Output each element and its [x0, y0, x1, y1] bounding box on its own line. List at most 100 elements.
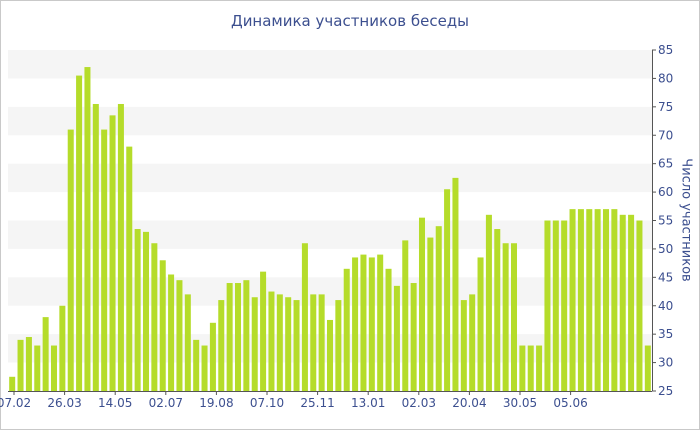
bar: [494, 229, 501, 391]
bar: [134, 229, 141, 391]
bar: [402, 240, 409, 391]
bar: [594, 209, 601, 391]
bar: [343, 268, 350, 391]
y-tick-label: 40: [658, 299, 673, 313]
bar: [234, 283, 242, 391]
bar: [201, 345, 208, 391]
bar: [34, 345, 41, 391]
bar: [184, 294, 191, 391]
y-tick-label: 30: [658, 356, 673, 370]
bar: [84, 67, 91, 392]
chart-title: Динамика участников беседы: [230, 12, 470, 30]
x-tick-label: 02.03: [402, 396, 436, 410]
bar: [92, 103, 99, 392]
bar: [318, 294, 325, 391]
bar: [285, 297, 292, 391]
bar: [243, 280, 250, 391]
bar: [385, 268, 392, 391]
bar: [260, 271, 267, 391]
x-tick-label: 20.04: [452, 396, 486, 410]
bar: [293, 300, 300, 391]
bar: [151, 243, 158, 391]
y-tick-label: 25: [658, 384, 673, 398]
bar: [76, 75, 83, 391]
bar: [577, 209, 584, 391]
bar: [569, 209, 576, 391]
bar: [536, 345, 543, 391]
bar: [352, 257, 359, 391]
bar: [469, 294, 476, 391]
y-tick-label: 65: [658, 157, 673, 171]
bar: [59, 305, 66, 391]
bar: [368, 257, 375, 391]
y-tick-label: 60: [658, 185, 673, 199]
y-tick-label: 35: [658, 327, 673, 341]
x-tick-label: 25.11: [300, 396, 334, 410]
bar: [485, 214, 492, 391]
bar: [418, 217, 426, 391]
bar: [218, 300, 225, 391]
bar: [268, 291, 275, 391]
x-tick-label: 30.05: [503, 396, 537, 410]
bar: [17, 339, 24, 391]
x-tick-label: 05.06: [553, 396, 587, 410]
bar: [310, 294, 317, 391]
x-tick-label: 02.07: [149, 396, 183, 410]
bar: [544, 220, 551, 391]
bar: [611, 209, 618, 391]
bar: [393, 285, 400, 391]
bar: [561, 220, 568, 391]
y-tick-label: 50: [658, 242, 673, 256]
x-tick-label: 14.05: [98, 396, 132, 410]
x-tick-label: 07.02: [0, 396, 31, 410]
bar: [301, 243, 308, 391]
bar: [628, 214, 635, 391]
bar: [25, 337, 32, 391]
bar: [527, 345, 534, 391]
bar: [644, 345, 651, 391]
bar: [9, 376, 16, 391]
bar: [335, 300, 342, 391]
bar: [251, 297, 258, 391]
bar: [117, 103, 124, 392]
x-tick-label: 26.03: [47, 396, 81, 410]
bar: [176, 280, 183, 391]
y-tick-label: 80: [658, 71, 673, 85]
y-tick-label: 75: [658, 100, 673, 114]
bar: [209, 322, 216, 391]
bar: [50, 345, 58, 391]
bar: [636, 220, 643, 391]
bar: [586, 209, 593, 391]
bar: [226, 283, 233, 391]
bar: [67, 129, 74, 391]
bar: [360, 254, 367, 391]
bar: [326, 319, 334, 391]
bar: [276, 294, 283, 391]
bar: [452, 177, 459, 392]
bar: [460, 300, 467, 391]
bar: [619, 214, 626, 391]
bar: [168, 274, 175, 391]
bar: [444, 189, 451, 391]
y-tick-label: 70: [658, 128, 673, 142]
bar: [42, 317, 49, 391]
bar: [159, 260, 166, 391]
bar: [101, 129, 108, 391]
bar: [377, 254, 384, 391]
bar: [502, 243, 509, 391]
bar: [109, 115, 116, 392]
x-tick-label: 19.08: [199, 396, 233, 410]
x-tick-label: 13.01: [351, 396, 385, 410]
bar: [410, 283, 417, 391]
bar: [435, 226, 442, 391]
bar: [193, 339, 200, 391]
bar: [519, 345, 526, 391]
y-tick-label: 55: [658, 214, 673, 228]
bar: [427, 237, 434, 391]
bar: [126, 146, 133, 391]
bar: [602, 209, 610, 391]
bar: [477, 257, 484, 391]
bar: [142, 231, 150, 391]
grid-band: [8, 50, 652, 79]
